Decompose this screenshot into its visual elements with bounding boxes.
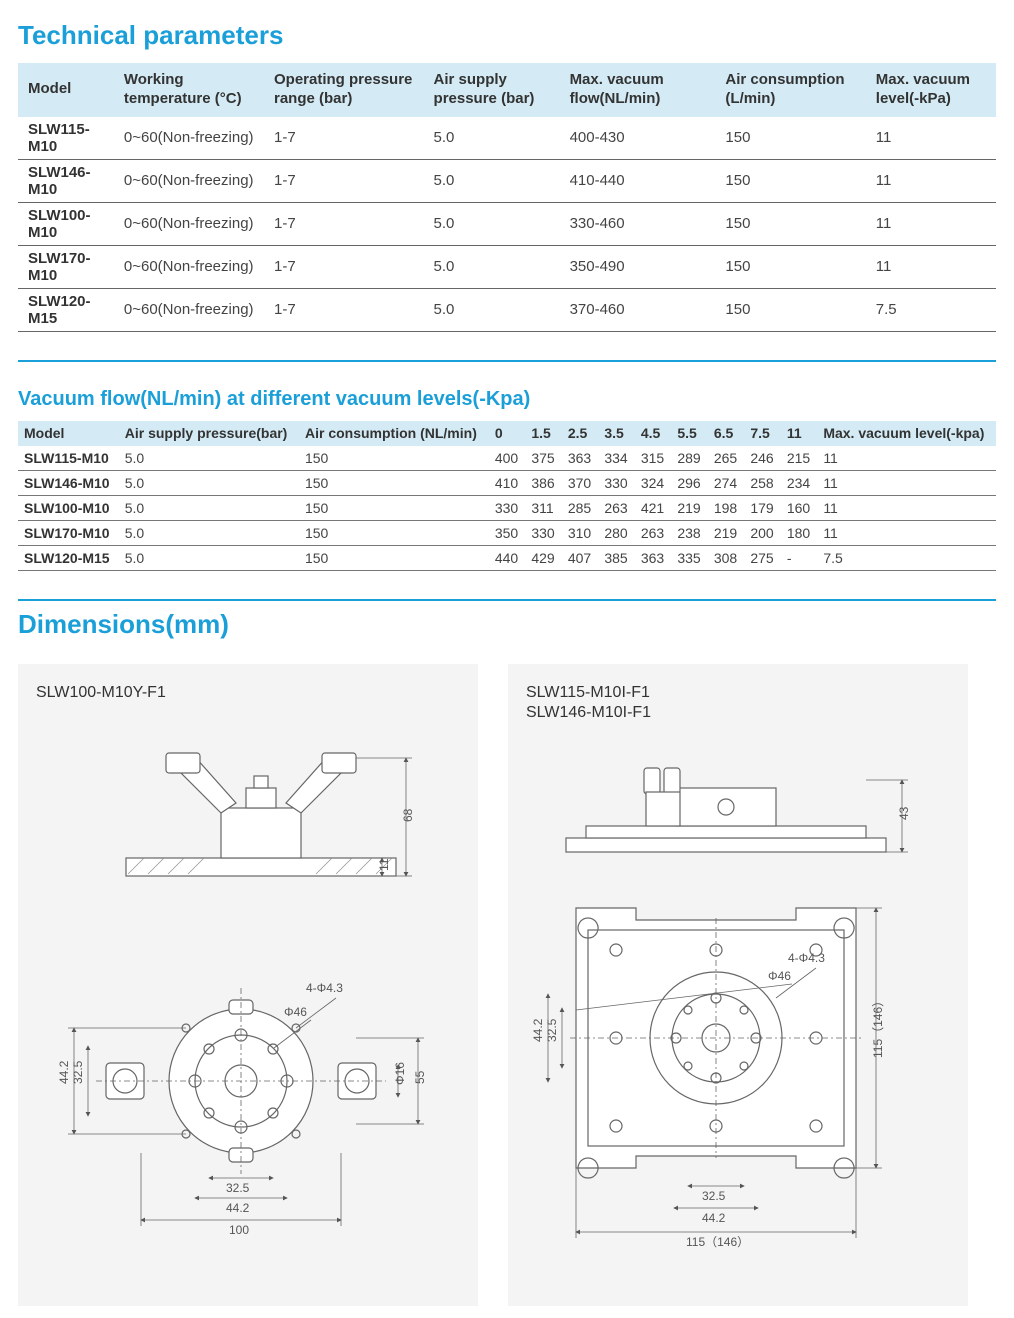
table-row: SLW146-M100~60(Non-freezing)1-75.0410-44… xyxy=(18,159,996,202)
panel-b-title-1: SLW115-M10I-F1 xyxy=(526,684,950,702)
section-title-dimensions: Dimensions(mm) xyxy=(18,609,996,640)
table2-col-5: 2.5 xyxy=(562,421,599,447)
table2-col-10: 7.5 xyxy=(744,421,781,447)
svg-text:32.5: 32.5 xyxy=(71,1060,85,1084)
table-row: SLW115-M100~60(Non-freezing)1-75.0400-43… xyxy=(18,117,996,160)
dimension-panel-a: SLW100-M10Y-F1 xyxy=(18,664,478,1306)
svg-text:4-Φ4.3: 4-Φ4.3 xyxy=(788,951,825,965)
svg-text:Φ46: Φ46 xyxy=(284,1005,307,1019)
table1-col-3: Air supply pressure (bar) xyxy=(424,63,560,117)
table1-col-6: Max. vacuum level(-kPa) xyxy=(866,63,996,117)
table-row: SLW170-M105.0150350330310280263238219200… xyxy=(18,521,996,546)
table1-col-5: Air consumption (L/min) xyxy=(715,63,865,117)
table-row: SLW100-M100~60(Non-freezing)1-75.0330-46… xyxy=(18,202,996,245)
svg-text:44.2: 44.2 xyxy=(57,1060,71,1084)
table2-col-8: 5.5 xyxy=(671,421,708,447)
table-row: SLW120-M155.0150440429407385363335308275… xyxy=(18,546,996,571)
table-tech-params: ModelWorking temperature (°C)Operating p… xyxy=(18,63,996,332)
table-row: SLW146-M105.0150410386370330324296274258… xyxy=(18,471,996,496)
svg-text:68: 68 xyxy=(401,808,415,822)
table2-col-2: Air consumption (NL/min) xyxy=(299,421,489,447)
table2-col-3: 0 xyxy=(489,421,526,447)
table2-col-6: 3.5 xyxy=(598,421,635,447)
table2-col-11: 11 xyxy=(781,421,818,447)
panel-b-title-2: SLW146-M10I-F1 xyxy=(526,704,950,722)
table2-col-0: Model xyxy=(18,421,119,447)
svg-text:115（146）: 115（146） xyxy=(871,995,885,1058)
panel-a-title: SLW100-M10Y-F1 xyxy=(36,684,460,702)
table-row: SLW170-M100~60(Non-freezing)1-75.0350-49… xyxy=(18,245,996,288)
dimension-panel-b: SLW115-M10I-F1 SLW146-M10I-F1 xyxy=(508,664,968,1306)
table2-col-12: Max. vacuum level(-kpa) xyxy=(817,421,996,447)
section-title-vacuum-flow: Vacuum flow(NL/min) at different vacuum … xyxy=(18,388,996,411)
table2-col-4: 1.5 xyxy=(525,421,562,447)
svg-text:44.2: 44.2 xyxy=(226,1201,250,1215)
svg-text:32.5: 32.5 xyxy=(226,1181,250,1195)
divider xyxy=(18,360,996,362)
table1-col-1: Working temperature (°C) xyxy=(114,63,264,117)
table2-col-7: 4.5 xyxy=(635,421,672,447)
svg-text:11: 11 xyxy=(377,858,391,871)
svg-text:44.2: 44.2 xyxy=(531,1018,545,1042)
drawing-slw115-146: 43 xyxy=(526,758,946,1278)
svg-text:32.5: 32.5 xyxy=(702,1189,726,1203)
table1-col-2: Operating pressure range (bar) xyxy=(264,63,424,117)
table-row: SLW115-M105.0150400375363334315289265246… xyxy=(18,446,996,471)
svg-text:43: 43 xyxy=(897,806,911,820)
table1-col-4: Max. vacuum flow(NL/min) xyxy=(560,63,716,117)
svg-text:4-Φ4.3: 4-Φ4.3 xyxy=(306,981,343,995)
table-row: SLW120-M150~60(Non-freezing)1-75.0370-46… xyxy=(18,288,996,331)
table-vacuum-flow: ModelAir supply pressure(bar)Air consump… xyxy=(18,421,996,572)
svg-text:100: 100 xyxy=(229,1223,249,1237)
svg-text:55: 55 xyxy=(413,1070,427,1084)
table1-col-0: Model xyxy=(18,63,114,117)
table-row: SLW100-M105.0150330311285263421219198179… xyxy=(18,496,996,521)
svg-text:Φ46: Φ46 xyxy=(768,969,791,983)
svg-text:44.2: 44.2 xyxy=(702,1211,726,1225)
divider xyxy=(18,599,996,601)
table2-col-1: Air supply pressure(bar) xyxy=(119,421,299,447)
svg-text:Φ16: Φ16 xyxy=(393,1062,407,1085)
svg-text:32.5: 32.5 xyxy=(545,1018,559,1042)
svg-text:115（146）: 115（146） xyxy=(686,1235,749,1249)
table2-col-9: 6.5 xyxy=(708,421,745,447)
section-title-tech-params: Technical parameters xyxy=(18,20,996,51)
drawing-slw100: 68 11 xyxy=(36,738,456,1258)
